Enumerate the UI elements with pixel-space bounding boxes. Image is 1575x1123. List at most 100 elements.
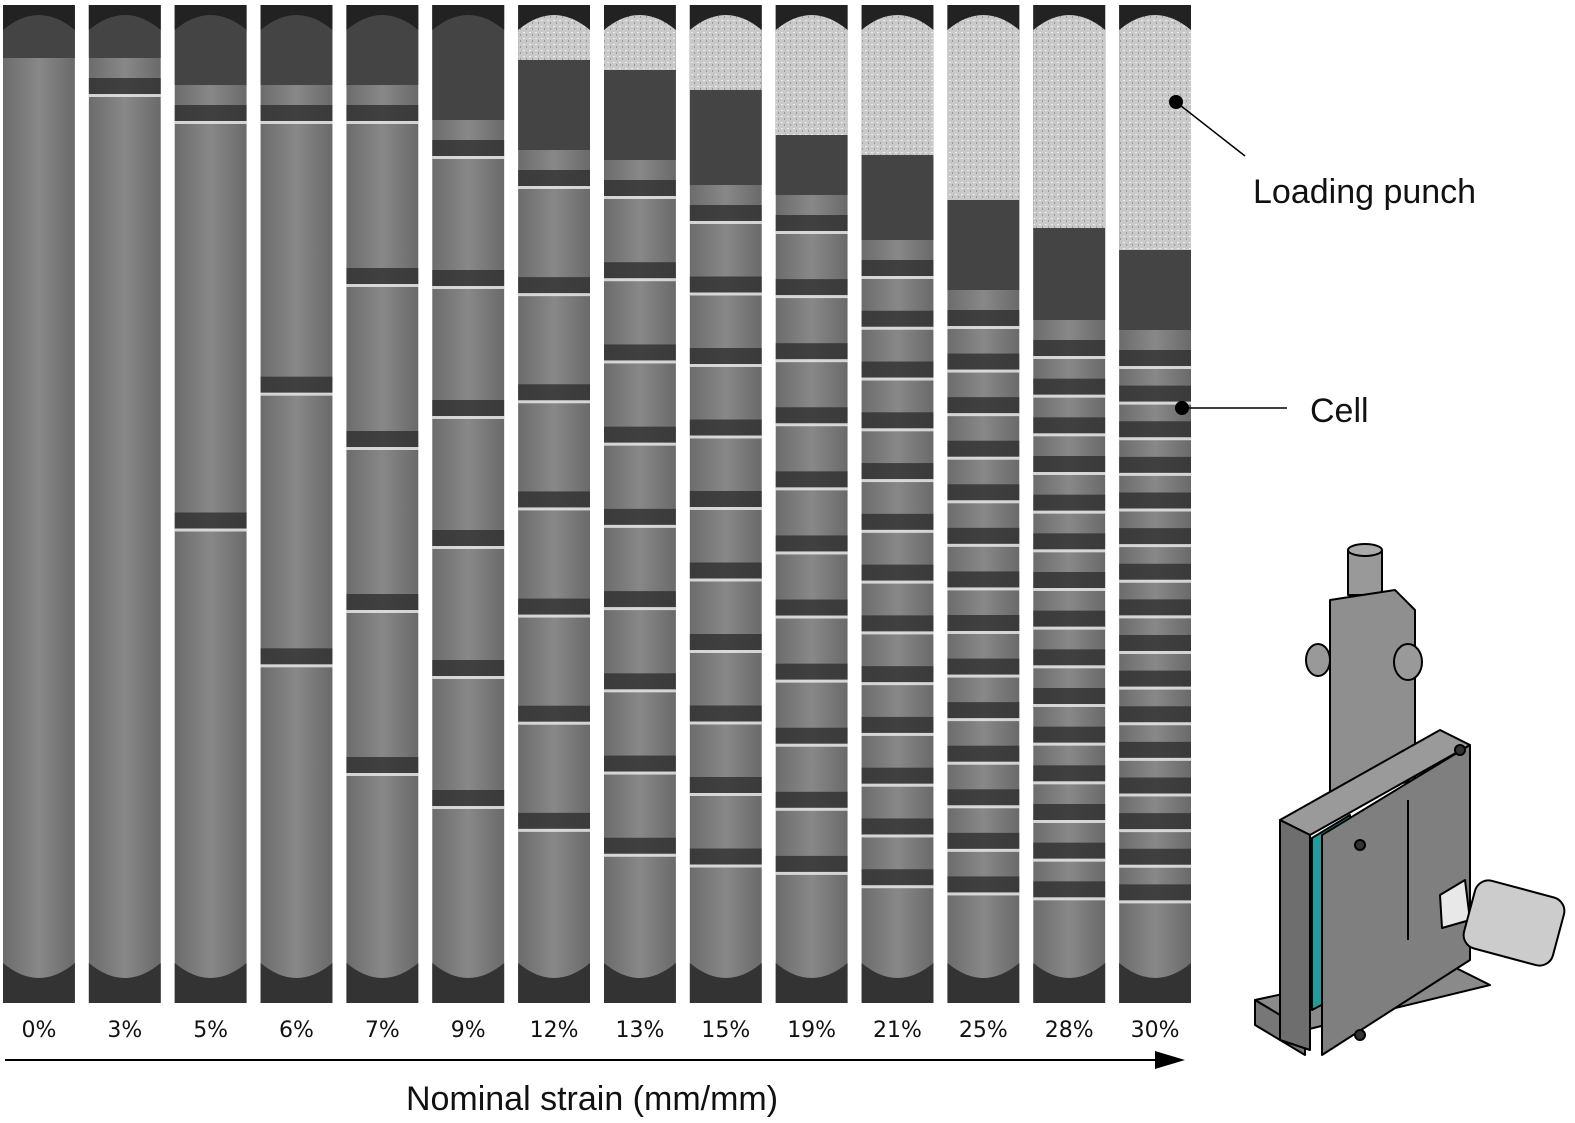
fold-dark: [260, 648, 333, 665]
leader-line: [1175, 101, 1246, 157]
fold-dark: [346, 757, 419, 773]
fold-dark: [518, 812, 590, 829]
fold-dark: [947, 571, 1020, 588]
fold-dark: [1033, 533, 1106, 550]
fold-dark: [518, 491, 590, 508]
fold-light: [861, 732, 934, 736]
strain-label: 0%: [21, 1018, 56, 1043]
fold-light: [1033, 588, 1106, 591]
fold-dark: [604, 591, 676, 608]
top-dome: [1119, 5, 1191, 30]
fold-light: [689, 864, 762, 868]
bottom-dome: [260, 963, 333, 1003]
fold-dark: [775, 855, 848, 872]
fold-light: [947, 500, 1020, 504]
annotation: Loading punch: [1253, 173, 1476, 211]
fold-light: [775, 679, 848, 683]
fold-dark: [1119, 813, 1191, 830]
fold-light: [432, 156, 505, 159]
fold-light: [346, 447, 419, 450]
fold-dark: [861, 361, 934, 378]
fold-dark: [861, 767, 934, 784]
fold-dark: [947, 484, 1020, 501]
fold-light: [947, 369, 1020, 373]
fold-dark: [861, 310, 934, 327]
fold-light: [1119, 864, 1191, 868]
fold-light: [346, 773, 419, 776]
fold-dark: [1033, 340, 1106, 356]
fold-dark: [518, 170, 590, 186]
punch-texture: [1033, 5, 1106, 228]
strain-label: 3%: [107, 1018, 142, 1043]
fold-dark: [947, 702, 1020, 719]
fold-dark: [861, 412, 934, 429]
fold-light: [861, 885, 934, 889]
fold-dark: [518, 705, 590, 722]
fold-dark: [689, 491, 762, 507]
strain-label: 12%: [530, 1018, 579, 1043]
fold-dark: [775, 279, 848, 296]
bottom-dome: [88, 963, 161, 1003]
fold-dark: [947, 310, 1020, 326]
strain-label: 5%: [193, 1018, 228, 1043]
fixture-illustration: [1254, 543, 1566, 1056]
fold-dark: [1119, 741, 1191, 758]
fold-dark: [1033, 417, 1106, 434]
fold-light: [861, 276, 934, 279]
fold-light: [775, 423, 848, 427]
fold-light: [947, 543, 1020, 547]
fold-dark: [947, 397, 1020, 414]
fold-light: [947, 892, 1020, 896]
fold-light: [947, 805, 1020, 809]
punch-texture: [861, 5, 934, 155]
fold-light: [947, 587, 1020, 591]
fold-light: [1033, 356, 1106, 359]
fold-dark: [174, 512, 247, 529]
fold-light: [518, 828, 590, 832]
fold-dark: [689, 348, 762, 364]
fold-light: [947, 326, 1020, 329]
fold-light: [346, 610, 419, 613]
fold-dark: [518, 598, 590, 615]
top-dome: [346, 5, 419, 30]
fold-light: [1119, 722, 1191, 726]
top-dome: [174, 5, 247, 30]
fold-light: [518, 293, 590, 297]
fold-light: [947, 848, 1020, 852]
top-dome: [432, 5, 505, 30]
fold-dark: [604, 508, 676, 525]
bottom-dome: [1033, 963, 1106, 1003]
fold-dark: [604, 673, 676, 690]
fold-light: [947, 456, 1020, 460]
strip: [432, 5, 505, 1003]
fold-dark: [689, 562, 762, 579]
fold-light: [1033, 781, 1106, 785]
top-dome: [861, 5, 934, 30]
fold-light: [689, 507, 762, 510]
fold-dark: [947, 527, 1020, 544]
fold-light: [1119, 508, 1191, 512]
fold-dark: [518, 277, 590, 294]
fold-light: [88, 94, 161, 97]
fold-dark: [947, 745, 1020, 762]
fold-dark: [518, 384, 590, 401]
fold-light: [518, 507, 590, 511]
fold-dark: [432, 140, 505, 156]
fold-dark: [260, 376, 333, 393]
fold-dark: [1119, 528, 1191, 545]
strip: [88, 5, 161, 1003]
bottom-dome: [346, 963, 419, 1003]
fold-dark: [432, 790, 505, 806]
fold-light: [432, 676, 505, 679]
fold-light: [689, 650, 762, 653]
fold-light: [861, 326, 934, 330]
strain-label: 13%: [615, 1018, 664, 1043]
fold-light: [604, 607, 676, 611]
fold-dark: [947, 440, 1020, 457]
fold-dark: [1033, 688, 1106, 704]
fold-light: [1119, 686, 1191, 690]
fold-dark: [947, 832, 1020, 849]
fold-dark: [1119, 599, 1191, 616]
fold-light: [1119, 401, 1191, 405]
fold-light: [947, 413, 1020, 417]
